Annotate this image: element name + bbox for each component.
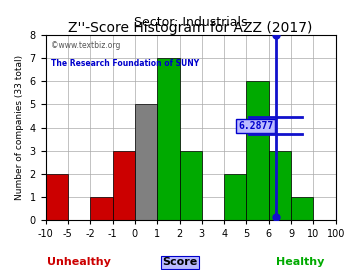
Text: The Research Foundation of SUNY: The Research Foundation of SUNY <box>51 59 199 68</box>
Bar <box>269 151 291 220</box>
Bar <box>224 174 247 220</box>
Title: Z''-Score Histogram for AZZ (2017): Z''-Score Histogram for AZZ (2017) <box>68 21 313 35</box>
Bar <box>247 81 269 220</box>
Text: Healthy: Healthy <box>276 257 324 267</box>
Bar <box>180 151 202 220</box>
Bar <box>291 197 314 220</box>
Y-axis label: Number of companies (33 total): Number of companies (33 total) <box>15 55 24 200</box>
Text: Sector: Industrials: Sector: Industrials <box>134 16 247 29</box>
Bar <box>90 197 113 220</box>
Text: Unhealthy: Unhealthy <box>47 257 111 267</box>
Bar <box>135 104 157 220</box>
Text: Score: Score <box>162 257 198 267</box>
Bar <box>45 174 68 220</box>
Text: ©www.textbiz.org: ©www.textbiz.org <box>51 41 121 50</box>
Text: 6.2877: 6.2877 <box>238 121 273 131</box>
Bar <box>113 151 135 220</box>
Bar <box>157 58 180 220</box>
